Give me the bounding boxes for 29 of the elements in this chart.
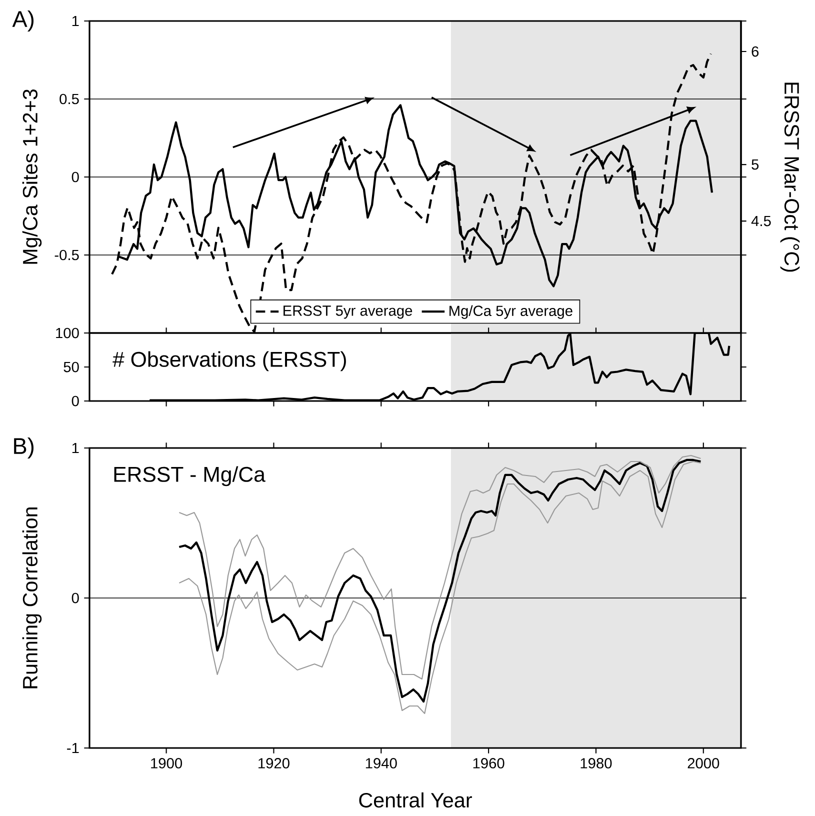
- legend-label: Mg/Ca 5yr average: [450, 305, 572, 319]
- y-axis-title: Running Correlation: [22, 508, 42, 688]
- y2-tick-label: 4.5: [751, 216, 771, 226]
- x-tick-label: 1960: [473, 758, 504, 768]
- y-axis-title: Mg/Ca Sites 1+2+3: [22, 89, 42, 264]
- y-tick-label: -1: [67, 742, 79, 754]
- x-tick-label: 1980: [580, 758, 612, 768]
- legend-label: ERSST 5yr average: [284, 305, 412, 319]
- x-tick-label: 1940: [366, 758, 397, 768]
- y2-tick-label: 6: [752, 46, 759, 57]
- y-tick-label: 1: [72, 442, 79, 454]
- x-tick-label: 2000: [688, 758, 720, 768]
- x-axis-title: Central Year: [359, 792, 472, 808]
- y-tick-label: 100: [56, 328, 79, 338]
- y-tick-label: 0: [72, 592, 79, 604]
- text: # Observations (ERSST): [112, 351, 346, 372]
- text: ERSST - Mg/Ca: [114, 466, 266, 486]
- text: A): [12, 10, 34, 32]
- y-tick-label: 0: [72, 172, 79, 182]
- y-tick-label: 0.5: [60, 94, 79, 104]
- x-tick-label: 1920: [258, 758, 290, 768]
- x-tick-label: 1900: [151, 758, 182, 768]
- y2-axis-title: ERSST Mar-Oct (°C): [780, 82, 800, 272]
- y-tick-label: 0: [72, 396, 79, 406]
- y-tick-label: 1: [72, 16, 79, 26]
- y2-tick-label: 5: [752, 159, 759, 170]
- y-tick-label: 50: [64, 362, 79, 372]
- text: B): [14, 437, 34, 459]
- y-tick-label: -0.5: [54, 250, 79, 260]
